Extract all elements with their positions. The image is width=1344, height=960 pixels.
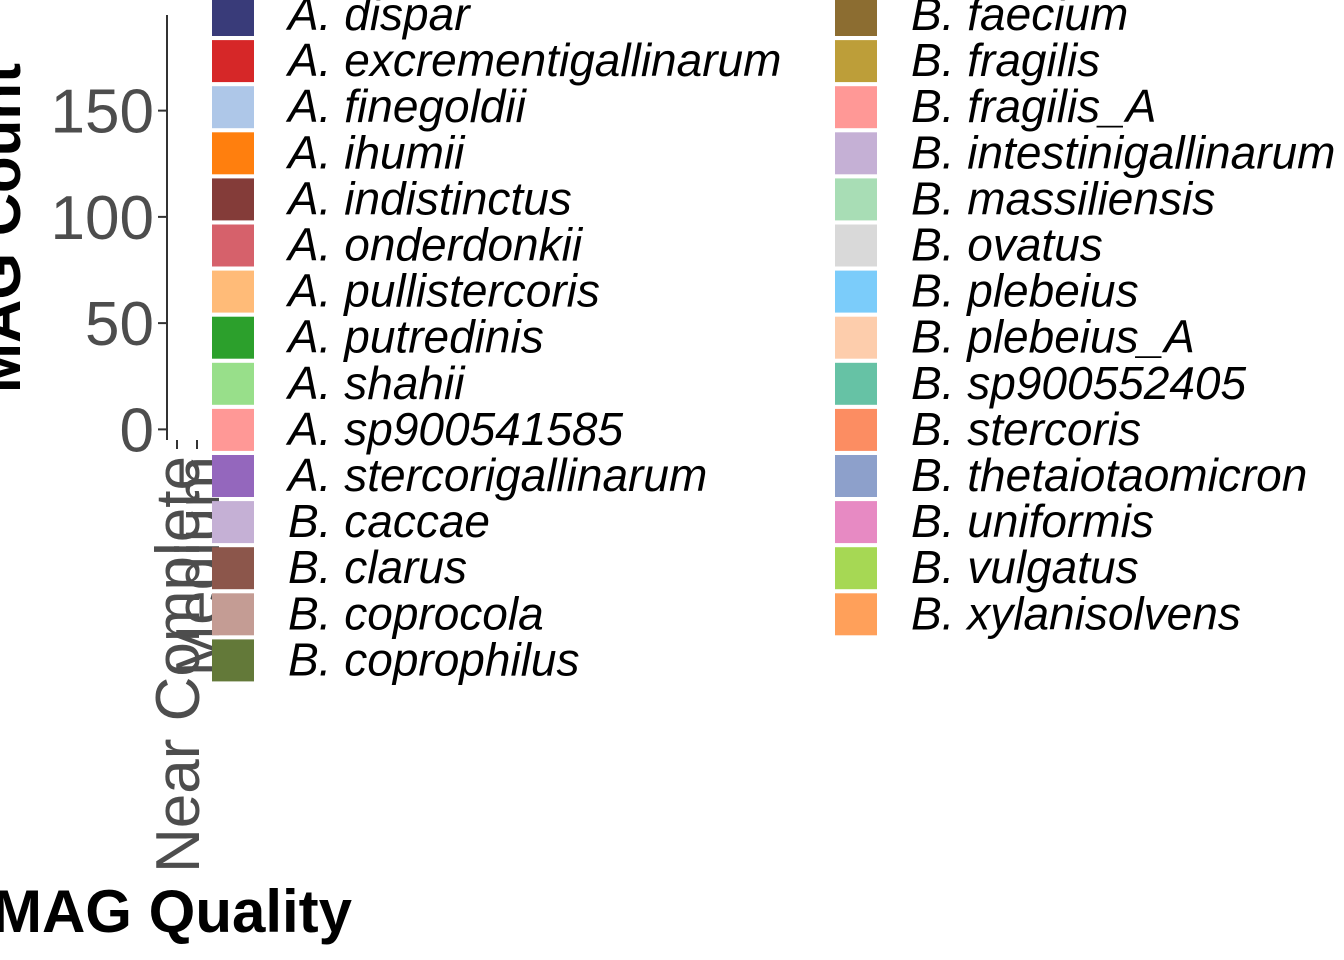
legend-label: A. putredinis (285, 311, 544, 363)
y-tick-label: 50 (85, 290, 154, 359)
y-tick-label: 150 (51, 78, 154, 147)
legend-key (212, 270, 254, 313)
legend-label: B. fragilis_A (911, 80, 1156, 132)
y-axis-title: MAG Count (0, 63, 33, 393)
legend-key (212, 224, 254, 267)
legend-label: B. uniformis (911, 495, 1154, 547)
legend-key (212, 132, 254, 175)
legend-label: A. excrementigallinarum (285, 34, 781, 86)
legend-key (835, 0, 877, 36)
legend-key (212, 593, 254, 636)
legend-label: B. sp900552405 (911, 357, 1246, 409)
legend-key (212, 501, 254, 544)
legend-key (212, 86, 254, 129)
x-tick-label: Near Complete (144, 456, 213, 873)
legend-label: B. caccae (288, 495, 490, 547)
legend-label: B. massiliensis (911, 172, 1215, 224)
legend-label: B. clarus (288, 541, 467, 593)
y-axis: 0 50 100 150 (51, 15, 168, 465)
legend-label: A. stercorigallinarum (285, 449, 707, 501)
legend-label: B. plebeius_A (911, 311, 1195, 363)
legend-key (212, 316, 254, 359)
legend-label: A. finegoldii (285, 80, 528, 132)
legend-label: B. faecium (911, 0, 1128, 40)
legend-key (835, 86, 877, 129)
legend-label: B. coprocola (288, 587, 544, 639)
legend-label: B. fragilis (911, 34, 1100, 86)
legend-key (212, 639, 254, 682)
legend-label: B. stercoris (911, 403, 1141, 455)
legend-key (212, 40, 254, 83)
legend-key (835, 408, 877, 451)
y-tick-label: 0 (120, 396, 154, 465)
legend-key (835, 455, 877, 497)
legend-key (212, 178, 254, 221)
legend-key (835, 547, 877, 590)
legend-label: B. intestinigallinarum (911, 126, 1335, 178)
x-axis-title: MAG Quality (0, 878, 353, 945)
legend-label: B. thetaiotaomicron (911, 449, 1307, 501)
legend-label: A. onderdonkii (285, 219, 584, 271)
legend-label: A. sp900541585 (285, 403, 623, 455)
legend-key (212, 547, 254, 590)
legend-key (835, 593, 877, 636)
legend-key (835, 316, 877, 359)
legend-label: B. plebeius (911, 265, 1139, 317)
legend-key (835, 40, 877, 83)
legend-key (212, 362, 254, 405)
legend-key (835, 270, 877, 313)
legend-key (835, 178, 877, 221)
legend-label: A. pullistercoris (285, 265, 600, 317)
legend-label: B. vulgatus (911, 541, 1139, 593)
legend-label: B. xylanisolvens (911, 587, 1241, 639)
legend-label: A. dispar (285, 0, 471, 40)
legend-key (835, 362, 877, 405)
legend-label: B. ovatus (911, 219, 1103, 271)
legend-label: B. coprophilus (288, 633, 580, 685)
y-tick-label: 100 (51, 184, 154, 253)
legend-label: A. shahii (285, 357, 466, 409)
legend-key (835, 132, 877, 175)
legend-key (212, 455, 254, 497)
legend-label: A. indistinctus (285, 172, 572, 224)
legend-key (212, 0, 254, 36)
legend-key (835, 501, 877, 544)
legend-key (835, 224, 877, 267)
legend-key (212, 408, 254, 451)
legend-label: A. ihumii (285, 126, 466, 178)
